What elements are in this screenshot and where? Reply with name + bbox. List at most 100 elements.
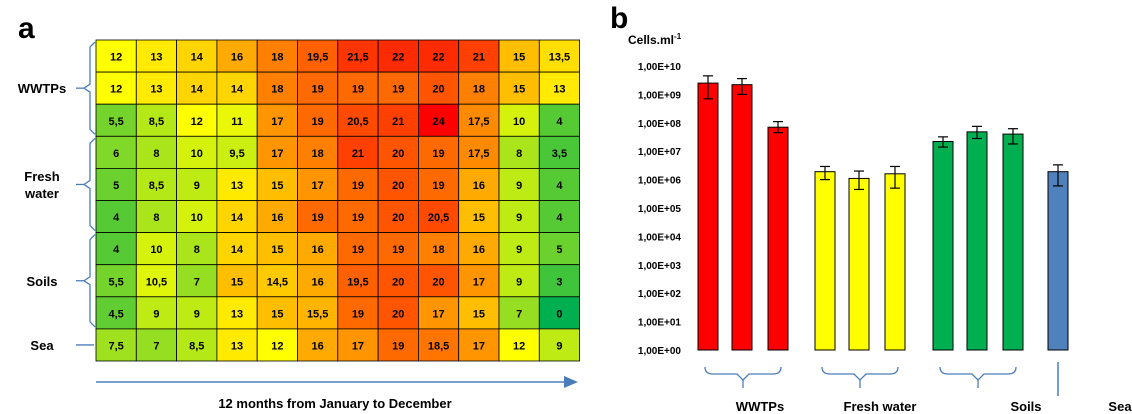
heatmap-cell (417, 232, 460, 266)
time-arrow (96, 376, 578, 388)
bar (814, 171, 836, 351)
heatmap-cell-label: 19 (432, 180, 444, 192)
heatmap-cell-label: 13 (231, 340, 243, 352)
heatmap-cell (498, 264, 540, 298)
heatmap-cell (337, 328, 379, 362)
bar-group-label: Soils (1010, 399, 1041, 414)
heatmap-cell (538, 328, 580, 362)
heatmap-cell (256, 328, 298, 362)
heatmap-cell-label: 4 (556, 180, 563, 192)
heatmap-cell-label: 18 (271, 52, 283, 64)
heatmap-cell (135, 232, 178, 266)
heatmap-x-axis-label: 12 months from January to December (218, 396, 451, 411)
heatmap-cell-label: 18 (271, 84, 283, 96)
heatmap-cell-label: 8,5 (189, 340, 204, 352)
heatmap-cell-label: 15 (271, 244, 283, 256)
heatmap-cell-label: 21,5 (347, 52, 368, 64)
heatmap-cell-label: 12 (271, 340, 283, 352)
heatmap-cell (216, 232, 258, 266)
heatmap-cell-label: 19 (352, 212, 364, 224)
heatmap-cell-label: 4 (556, 116, 563, 128)
heatmap-cell-label: 16 (231, 52, 243, 64)
heatmap-cell-label: 12 (191, 116, 203, 128)
heatmap-cell-label: 21 (352, 148, 364, 160)
heatmap-cell (337, 135, 379, 169)
heatmap-cell (538, 264, 580, 298)
heatmap-cell (337, 296, 379, 330)
heatmap-row-groups: WWTPs Fresh water Soils Sea (18, 41, 96, 353)
heatmap-cell (337, 71, 379, 105)
bar-group-bracket (704, 366, 782, 381)
heatmap-cell (377, 296, 419, 330)
heatmap-cell-label: 14 (231, 84, 244, 96)
heatmap-cell-label: 5,5 (109, 116, 124, 128)
heatmap-cell (176, 135, 218, 169)
y-tick-label: 1,00E+06 (638, 176, 682, 187)
heatmap-cell-label: 8,5 (149, 180, 164, 192)
heatmap-cell-label: 9 (516, 212, 522, 224)
row-group-label: water (24, 186, 59, 201)
heatmap-cell-label: 20 (432, 84, 444, 96)
heatmap-cell-label: 22 (432, 52, 444, 64)
heatmap-cell-label: 17 (271, 116, 283, 128)
heatmap-cell-label: 19 (312, 84, 324, 96)
row-group-bracket (82, 41, 96, 135)
heatmap-cell (498, 167, 540, 201)
heatmap-cell-label: 13 (553, 84, 565, 96)
heatmap-cell-label: 9 (556, 340, 562, 352)
bar (966, 131, 988, 351)
heatmap-cell-label: 19,5 (347, 276, 368, 288)
heatmap-cell-label: 9 (516, 244, 522, 256)
heatmap-cell-label: 3,5 (552, 148, 567, 160)
heatmap-cell (458, 232, 500, 266)
heatmap-cell (297, 39, 339, 73)
heatmap-cell (297, 71, 339, 105)
heatmap-cell-label: 5 (113, 180, 119, 192)
heatmap-cell (135, 296, 178, 330)
bar-y-axis: 1,00E+00 1,00E+01 1,00E+02 1,00E+03 1,00E+04… (638, 62, 682, 357)
heatmap-cell (458, 71, 500, 105)
heatmap-cell (176, 232, 218, 266)
heatmap-cell (337, 200, 379, 233)
heatmap-cell-label: 21 (473, 52, 485, 64)
heatmap-cell (377, 200, 419, 233)
heatmap-cell-label: 6 (113, 148, 119, 160)
heatmap-cell-label: 10 (191, 148, 203, 160)
heatmap-cell (135, 167, 178, 201)
heatmap-cell-label: 18 (432, 244, 444, 256)
heatmap-cell (95, 200, 137, 233)
heatmap-cell-label: 16 (473, 180, 485, 192)
heatmap-cell (135, 328, 178, 362)
heatmap-cell-label: 20 (392, 308, 404, 320)
heatmap-cell-label: 8 (194, 244, 200, 256)
row-group-label: WWTPs (18, 81, 66, 96)
heatmap-cell-label: 9,5 (229, 148, 244, 160)
heatmap-cell (216, 200, 258, 233)
heatmap-cell-label: 16 (473, 244, 485, 256)
heatmap-cell (417, 135, 460, 169)
heatmap-cell (417, 71, 460, 105)
bar-group-bracket (821, 366, 899, 381)
heatmap-cell (176, 167, 218, 201)
heatmap-cell-label: 13 (231, 180, 243, 192)
heatmap-cell (95, 232, 137, 266)
heatmap-cell-label: 20,5 (428, 212, 449, 224)
bar (848, 177, 870, 351)
heatmap-cell (176, 264, 218, 298)
y-tick-label: 1,00E+07 (638, 147, 682, 158)
heatmap-cell (216, 71, 258, 105)
heatmap-cell (458, 135, 500, 169)
heatmap-cell-label: 19 (352, 244, 364, 256)
heatmap-cell (498, 71, 540, 105)
heatmap-cell-label: 7,5 (109, 340, 124, 352)
y-tick-label: 1,00E+03 (638, 261, 682, 272)
bar (1047, 171, 1069, 351)
heatmap-cell (538, 135, 580, 169)
heatmap-cell-label: 19 (392, 84, 404, 96)
heatmap-cell-label: 17,5 (468, 116, 489, 128)
row-group-bracket (82, 137, 96, 232)
panel-b-label: b (610, 2, 628, 35)
heatmap-cell-label: 14 (231, 244, 244, 256)
heatmap-cell-label: 18 (473, 84, 485, 96)
heatmap-cell (176, 296, 218, 330)
